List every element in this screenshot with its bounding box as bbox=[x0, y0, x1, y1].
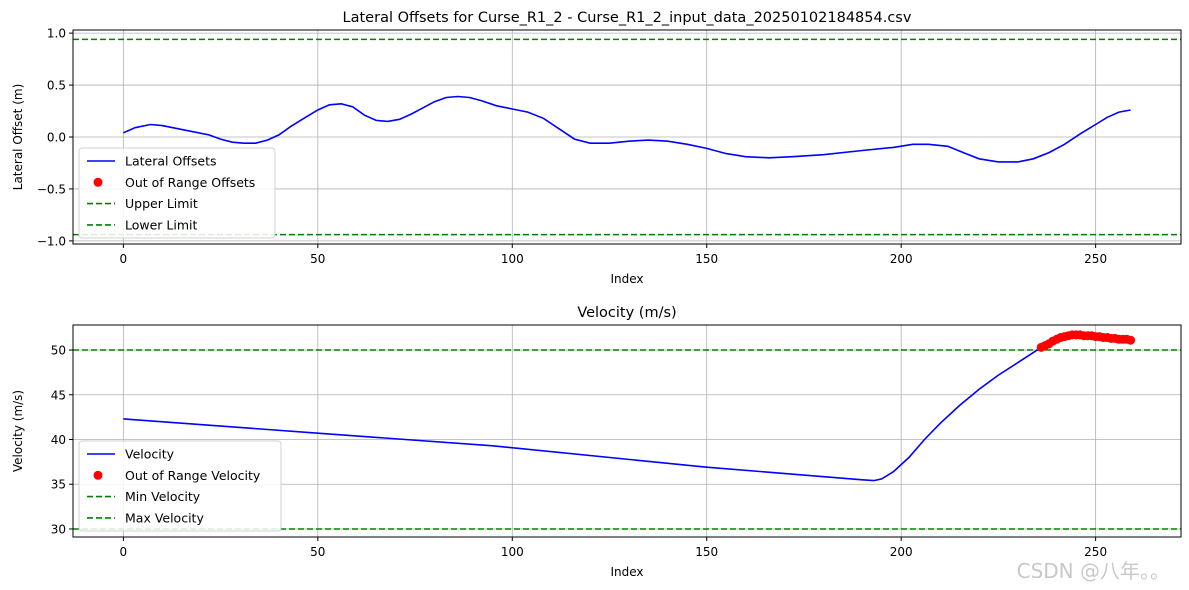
chart2-ytick-label-3: 45 bbox=[51, 388, 66, 402]
chart2-legend-box bbox=[78, 440, 282, 532]
chart1-xlabel: Index bbox=[610, 272, 643, 286]
chart1-xtick-label-4: 200 bbox=[890, 252, 913, 266]
chart1-ytick-label-1: −0.5 bbox=[37, 182, 66, 196]
chart1-legend-label-0: Lateral Offsets bbox=[125, 154, 217, 169]
chart1-ytick-label-0: −1.0 bbox=[37, 234, 66, 248]
chart2-legend-label-1: Out of Range Velocity bbox=[125, 468, 261, 483]
chart2-legend: Velocity Out of Range Velocity Min Velocit… bbox=[78, 440, 282, 532]
chart2-title: Velocity (m/s) bbox=[577, 305, 676, 321]
chart2-ytick-label-2: 40 bbox=[51, 433, 66, 447]
chart1-ytick-label-3: 0.5 bbox=[47, 79, 66, 93]
chart2-legend-label-2: Min Velocity bbox=[125, 489, 201, 504]
chart1-ytick-label-2: 0.0 bbox=[47, 131, 66, 145]
watermark: CSDN @八年。。 bbox=[1017, 559, 1170, 583]
chart2-xtick-label-4: 200 bbox=[890, 545, 913, 559]
chart1-legend-label-2: Upper Limit bbox=[125, 196, 198, 211]
chart1-legend-label-1: Out of Range Offsets bbox=[125, 175, 255, 190]
chart2-xtick-label-1: 50 bbox=[310, 545, 325, 559]
chart1-ytick-label-4: 1.0 bbox=[47, 27, 66, 41]
chart2-ylabel: Velocity (m/s) bbox=[11, 390, 25, 472]
chart2-ytick-label-1: 35 bbox=[51, 478, 66, 492]
chart1-xtick-label-3: 150 bbox=[695, 252, 718, 266]
chart2-xtick-label-2: 100 bbox=[501, 545, 524, 559]
chart2-legend-marker-1 bbox=[93, 470, 103, 480]
chart2: 0 50 100 150 200 250 30 35 40 45 50 Velocity (m/s) I… bbox=[11, 305, 1182, 579]
chart2-xlabel: Index bbox=[610, 565, 643, 579]
chart1-xtick-label-0: 0 bbox=[120, 252, 128, 266]
chart1-legend: Lateral Offsets Out of Range Offsets Upper… bbox=[78, 147, 276, 239]
chart2-legend-label-0: Velocity bbox=[125, 447, 175, 462]
chart2-out-of-range-point-23 bbox=[1126, 335, 1136, 345]
chart1-xtick-label-5: 250 bbox=[1084, 252, 1107, 266]
chart1-series-line-0 bbox=[123, 95, 1131, 163]
chart2-axes-frame bbox=[72, 324, 1182, 538]
chart1-legend-label-3: Lower Limit bbox=[125, 217, 198, 232]
chart2-xtick-label-0: 0 bbox=[120, 545, 128, 559]
chart1-legend-marker-1 bbox=[93, 177, 103, 187]
chart1-xtick-label-1: 50 bbox=[310, 252, 325, 266]
chart1-title: Lateral Offsets for Curse_R1_2 - Curse_R… bbox=[343, 10, 912, 26]
chart1-legend-box bbox=[78, 147, 276, 239]
chart2-ytick-label-4: 50 bbox=[51, 344, 66, 358]
chart1-xtick-label-2: 100 bbox=[501, 252, 524, 266]
chart2-ytick-label-0: 30 bbox=[51, 522, 66, 536]
chart1: 0 50 100 150 200 250 −1.0 −0.5 0.0 0.5 1.0 Lateral … bbox=[11, 10, 1182, 286]
chart2-legend-label-3: Max Velocity bbox=[125, 510, 204, 525]
chart1-ylabel: Lateral Offset (m) bbox=[11, 84, 25, 190]
chart2-xtick-label-5: 250 bbox=[1084, 545, 1107, 559]
chart2-xtick-label-3: 150 bbox=[695, 545, 718, 559]
